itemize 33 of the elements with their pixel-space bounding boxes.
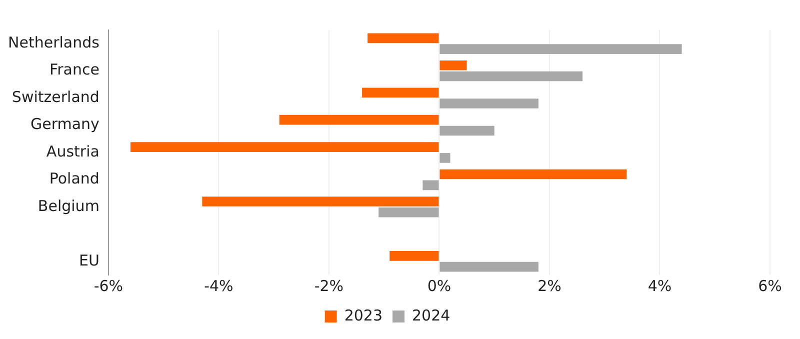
legend-label: 2024	[412, 306, 450, 324]
bar	[440, 262, 538, 272]
bar	[378, 207, 439, 218]
bar	[440, 98, 538, 108]
bar	[440, 60, 467, 70]
x-tick-label: -2%	[314, 276, 344, 295]
bar	[440, 169, 627, 180]
y-tick-label: Netherlands	[8, 34, 100, 52]
bar	[440, 44, 682, 54]
y-tick-label: Switzerland	[12, 88, 100, 106]
y-tick-label: Germany	[30, 115, 100, 134]
y-tick-label: Austria	[46, 142, 100, 160]
x-tick-label: 0%	[427, 276, 452, 295]
bar	[390, 251, 439, 261]
bar	[368, 33, 439, 44]
y-tick-label: Belgium	[38, 196, 100, 215]
x-tick-label: 2%	[538, 276, 562, 295]
bar	[440, 126, 494, 136]
bar	[440, 153, 450, 163]
x-tick-label: -6%	[94, 276, 124, 295]
bar	[130, 142, 439, 152]
y-tick-label: Poland	[49, 170, 100, 188]
x-tick-label: 6%	[758, 276, 782, 295]
bar	[279, 114, 439, 125]
bar	[422, 180, 439, 190]
bar	[202, 196, 439, 206]
y-tick-label: France	[50, 60, 100, 79]
y-tick-label: EU	[78, 251, 100, 270]
bar	[362, 88, 439, 98]
x-tick-label: -4%	[204, 276, 234, 295]
legend-label: 2023	[344, 306, 383, 324]
bar	[440, 71, 583, 82]
x-tick-label: 4%	[648, 276, 672, 295]
